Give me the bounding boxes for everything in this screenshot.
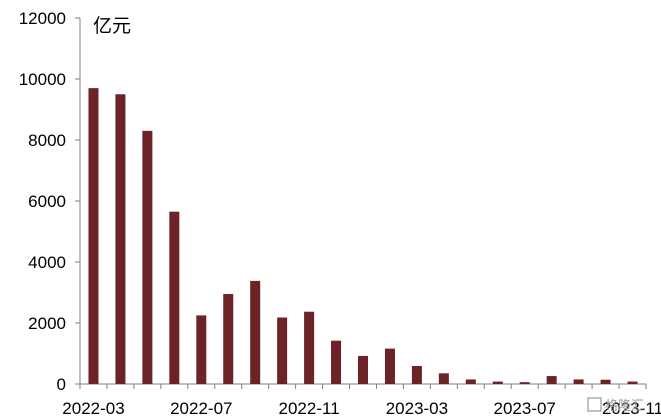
bar-2022-09 xyxy=(250,280,261,384)
bar-2023-07 xyxy=(519,382,530,384)
y-unit-label: 亿元 xyxy=(93,15,131,37)
watermark-logo-icon xyxy=(587,397,602,412)
bar-2023-02 xyxy=(384,348,395,384)
watermark: 格隆汇 xyxy=(587,397,644,414)
bar-2023-10 xyxy=(600,379,611,384)
x-tick-label: 2023-03 xyxy=(386,399,448,418)
y-axis-ticks xyxy=(75,17,80,385)
x-tick-label: 2023-11 xyxy=(602,399,661,418)
bar-2023-08 xyxy=(546,376,557,384)
x-tick-labels: 2022-03 2022-07 2022-11 2023-03 2023-07 2023-… xyxy=(62,399,661,418)
x-tick-label: 2022-07 xyxy=(170,399,232,418)
x-axis-ticks xyxy=(79,384,647,389)
bar-2023-03 xyxy=(411,366,422,384)
x-tick-label: 2023-07 xyxy=(494,399,556,418)
bar-2022-12 xyxy=(331,340,342,384)
bar-2022-04 xyxy=(115,94,126,384)
y-tick-label: 0 xyxy=(57,375,66,394)
bar-2022-06 xyxy=(169,211,180,384)
bar-2022-11 xyxy=(304,311,315,384)
bar-2023-01 xyxy=(358,355,368,384)
bar-2023-05 xyxy=(465,379,476,384)
watermark-text: 格隆汇 xyxy=(605,398,644,414)
bar-2022-03 xyxy=(88,88,99,385)
bar-2023-11 xyxy=(627,381,638,384)
bar-2022-05 xyxy=(142,130,153,384)
y-tick-label: 6000 xyxy=(28,192,66,211)
x-tick-label: 2022-11 xyxy=(279,399,340,418)
y-tick-label: 8000 xyxy=(28,131,66,150)
y-tick-label: 12000 xyxy=(19,9,66,28)
y-tick-labels: 0 2000 4000 6000 8000 10000 12000 xyxy=(19,9,66,394)
bar-2022-07 xyxy=(196,315,207,385)
bar-2023-04 xyxy=(438,373,449,384)
bar-2023-09 xyxy=(573,379,584,384)
y-tick-label: 2000 xyxy=(28,314,66,333)
bars xyxy=(88,88,638,385)
y-tick-label: 10000 xyxy=(19,70,66,89)
bar-2022-10 xyxy=(277,317,288,384)
y-tick-label: 4000 xyxy=(28,253,66,272)
bar-2022-08 xyxy=(223,294,234,384)
x-tick-label: 2022-03 xyxy=(62,399,124,418)
bar-2023-06 xyxy=(492,381,503,384)
